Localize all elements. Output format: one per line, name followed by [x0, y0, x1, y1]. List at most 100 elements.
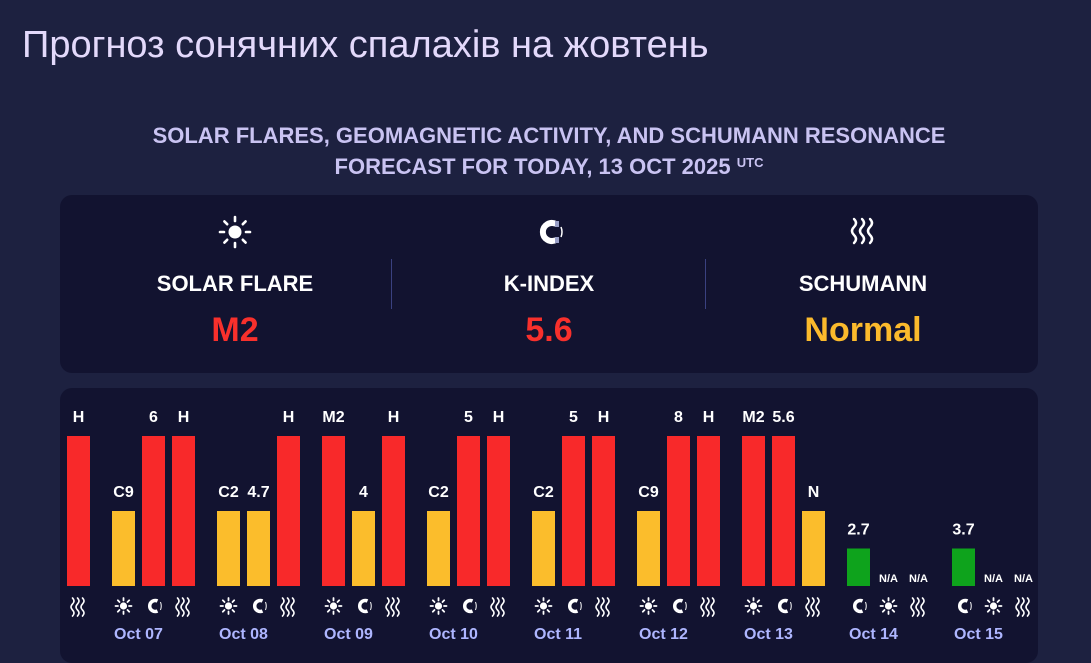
- bar-value-label: 2.7: [847, 522, 869, 539]
- bar-value-label: 4: [359, 484, 368, 501]
- waves-icon: [490, 597, 505, 617]
- bar: [637, 511, 660, 586]
- magnet-icon: [852, 598, 867, 614]
- waves-icon: [595, 597, 610, 617]
- sun-icon: [219, 597, 238, 615]
- day-group: C2 5 H Oct 10: [427, 409, 510, 643]
- bar-value-label: N/A: [1014, 573, 1033, 585]
- date-label: Oct 14: [849, 626, 898, 643]
- magnet-icon: [539, 220, 563, 244]
- day-group: H: [67, 409, 90, 617]
- day-group: M2 4 H Oct 09: [322, 409, 405, 643]
- bar: [322, 436, 345, 586]
- forecast-chart-svg: H C9 6 H Oct 07 C2 4.7 H Oct 08 M2 4 H Oct 09 C2 5 H Oct…: [67, 409, 1033, 643]
- date-label: Oct 07: [114, 626, 163, 643]
- date-label: Oct 09: [324, 626, 373, 643]
- bar-value-label: 5.6: [772, 409, 794, 426]
- sun-icon: [534, 597, 553, 615]
- bar: [247, 511, 270, 586]
- bar-value-label: H: [703, 409, 715, 426]
- bar: [952, 548, 975, 586]
- sun-icon: [218, 215, 252, 249]
- solar-flare-label: SOLAR FLARE: [156, 271, 314, 296]
- bar-value-label: 8: [674, 409, 683, 426]
- summary-solar-flare: SOLAR FLARE M2: [72, 195, 398, 373]
- bar: [697, 436, 720, 586]
- bar-value-label: N: [808, 484, 820, 501]
- day-group: M2 5.6 N Oct 13: [742, 409, 825, 643]
- day-group: C2 5 H Oct 11: [532, 409, 615, 643]
- bar: [847, 548, 870, 586]
- bar: [352, 511, 375, 586]
- bar: [67, 436, 90, 586]
- bar-value-label: C2: [428, 484, 449, 501]
- k-index-value: 5.6: [525, 311, 573, 349]
- bar-value-label: 3.7: [952, 522, 974, 539]
- date-label: Oct 12: [639, 626, 688, 643]
- waves-icon: [850, 217, 874, 245]
- bar: [667, 436, 690, 586]
- schumann-label: SCHUMANN: [798, 271, 928, 296]
- bar: [427, 511, 450, 586]
- summary-card: SOLAR FLARE M2 K-INDEX 5.6 SCHUMANN Norm…: [60, 195, 1038, 373]
- page-title: Прогноз сонячних спалахів на жовтень: [22, 24, 709, 66]
- day-group: C9 6 H Oct 07: [112, 409, 195, 643]
- date-label: Oct 11: [534, 626, 582, 643]
- day-group: C2 4.7 H Oct 08: [217, 409, 300, 643]
- day-group: 3.7 N/A N/A Oct 15: [952, 522, 1033, 643]
- bar-value-label: M2: [742, 409, 764, 426]
- date-label: Oct 15: [954, 626, 1003, 643]
- schumann-value: Normal: [804, 311, 922, 349]
- forecast-heading: SOLAR FLARES, GEOMAGNETIC ACTIVITY, AND …: [60, 120, 1038, 182]
- bar: [772, 436, 795, 586]
- magnet-icon: [567, 598, 582, 614]
- day-group: 2.7 N/A N/A Oct 14: [847, 522, 928, 643]
- bar-value-label: 5: [569, 409, 578, 426]
- bar: [142, 436, 165, 586]
- bar: [457, 436, 480, 586]
- sun-icon: [324, 597, 343, 615]
- bar: [532, 511, 555, 586]
- bar-value-label: C2: [533, 484, 554, 501]
- bar: [802, 511, 825, 586]
- date-label: Oct 08: [219, 626, 268, 643]
- summary-k-index: K-INDEX 5.6: [386, 195, 712, 373]
- bar-value-label: 4.7: [247, 484, 269, 501]
- timezone-label: UTC: [736, 155, 764, 170]
- waves-icon: [70, 597, 85, 617]
- waves-icon: [805, 597, 820, 617]
- date-label: Oct 13: [744, 626, 793, 643]
- bar-value-label: 6: [149, 409, 158, 426]
- magnet-icon: [672, 598, 687, 614]
- magnet-icon: [147, 598, 162, 614]
- sun-icon: [639, 597, 658, 615]
- sun-icon: [429, 597, 448, 615]
- sun-icon: [879, 597, 898, 615]
- magnet-icon: [357, 598, 372, 614]
- date-label: Oct 10: [429, 626, 478, 643]
- waves-icon: [910, 597, 925, 617]
- forecast-heading-line2-wrap: FORECAST FOR TODAY, 13 OCT 2025 UTC: [60, 151, 1038, 182]
- bar: [277, 436, 300, 586]
- sun-icon: [744, 597, 763, 615]
- magnet-icon: [252, 598, 267, 614]
- waves-icon: [700, 597, 715, 617]
- magnet-icon: [777, 598, 792, 614]
- bar: [487, 436, 510, 586]
- bar-value-label: C9: [113, 484, 134, 501]
- waves-icon: [1015, 597, 1030, 617]
- solar-flare-value: M2: [211, 311, 259, 349]
- waves-icon: [385, 597, 400, 617]
- forecast-chart: H C9 6 H Oct 07 C2 4.7 H Oct 08 M2 4 H Oct 09 C2 5 H Oct…: [60, 388, 1038, 663]
- forecast-heading-line2: FORECAST FOR TODAY, 13 OCT 2025: [334, 154, 731, 179]
- divider: [705, 259, 706, 309]
- divider: [391, 259, 392, 309]
- bar-value-label: C9: [638, 484, 659, 501]
- summary-schumann: SCHUMANN Normal: [700, 195, 1026, 373]
- bar: [217, 511, 240, 586]
- bar-value-label: H: [388, 409, 400, 426]
- bar-value-label: H: [493, 409, 505, 426]
- bar-value-label: H: [598, 409, 610, 426]
- bar-value-label: M2: [322, 409, 344, 426]
- bar: [172, 436, 195, 586]
